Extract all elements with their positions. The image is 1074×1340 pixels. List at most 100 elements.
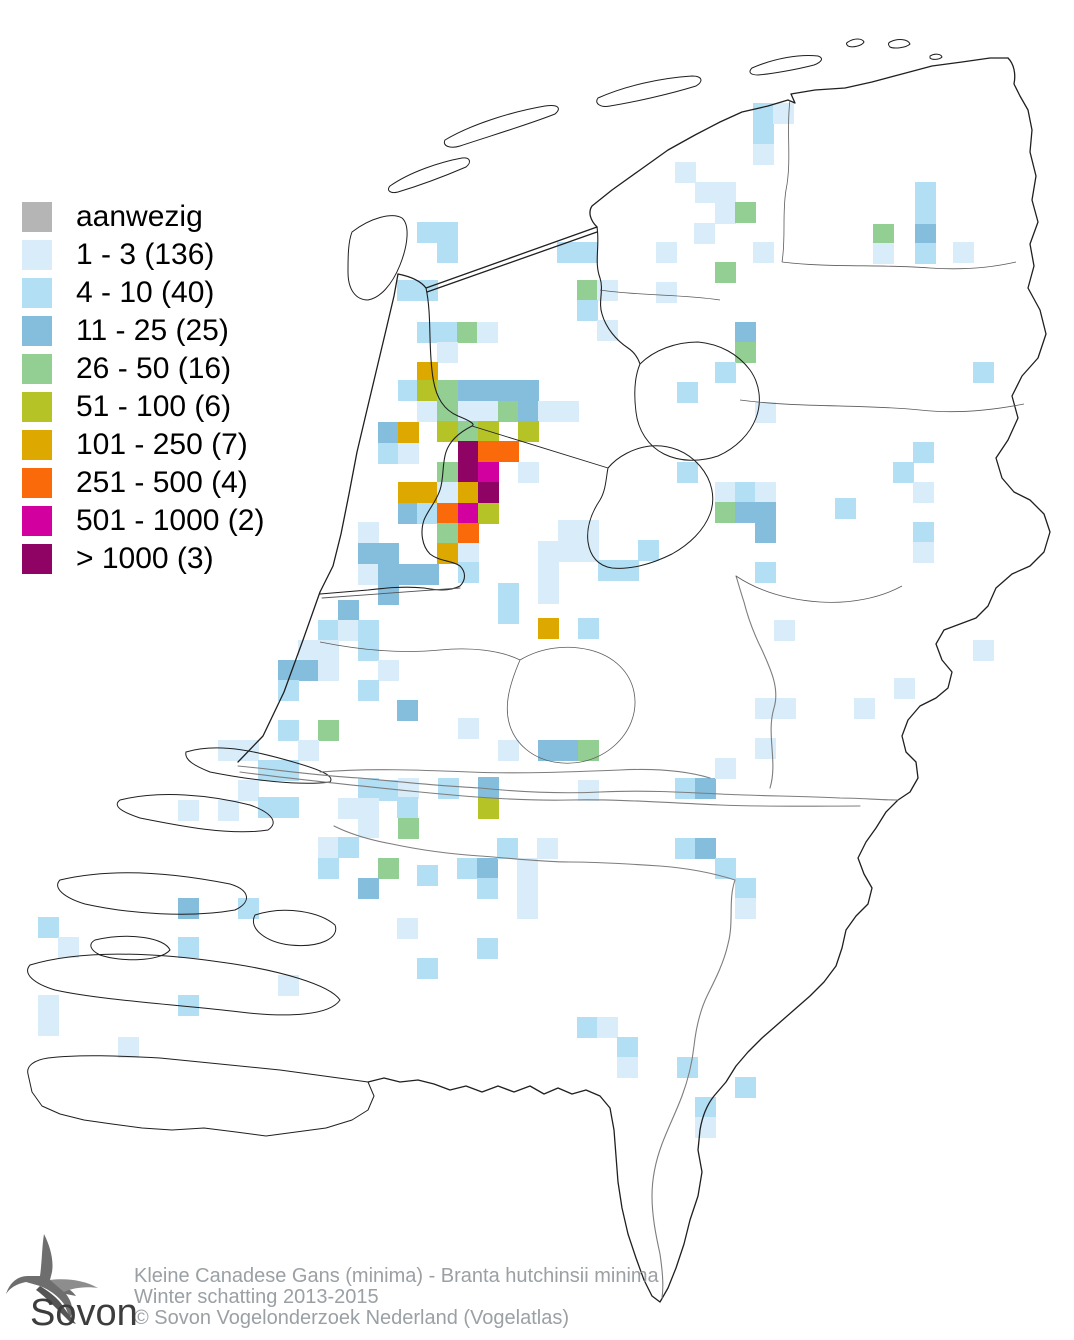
legend-label: 11 - 25 (25) (76, 314, 229, 347)
grid-cell (715, 502, 736, 523)
grid-cell (398, 778, 419, 799)
grid-cell (735, 322, 756, 343)
grid-cell (598, 560, 619, 581)
caption-species: Kleine Canadese Gans (minima) - Branta h… (134, 1265, 659, 1287)
grid-cell (318, 660, 339, 681)
grid-cell (437, 342, 458, 363)
grid-cell (398, 503, 419, 524)
grid-cell (398, 422, 419, 443)
legend-swatch-or (22, 468, 52, 498)
grid-cell (358, 564, 379, 585)
grid-cell (873, 224, 894, 245)
grid-cell (358, 543, 379, 564)
grid-cell (577, 1017, 598, 1038)
grid-cell (417, 280, 438, 301)
grid-cell (753, 103, 774, 124)
legend: aanwezig 1 - 3 (136) 4 - 10 (40) 11 - 25 (2… (22, 198, 264, 578)
grid-cell (715, 362, 736, 383)
grid-cell (755, 698, 776, 719)
grid-cell (677, 462, 698, 483)
grid-cell (238, 898, 259, 919)
grid-cell (417, 958, 438, 979)
grid-cell (597, 320, 618, 341)
grid-cell (973, 640, 994, 661)
grid-cell (694, 223, 715, 244)
grid-cell (318, 858, 339, 879)
grid-cell (498, 401, 519, 422)
grid-cell (773, 103, 794, 124)
swallow-icon (6, 1234, 98, 1324)
grid-cell (538, 618, 559, 639)
grid-cell (417, 401, 438, 422)
legend-item-c3: 11 - 25 (25) (22, 312, 264, 350)
legend-swatch-present (22, 202, 52, 232)
grid-cell (437, 421, 458, 442)
grid-cell (38, 995, 59, 1016)
grid-cell (458, 562, 479, 583)
grid-cell (298, 640, 319, 661)
legend-label: 4 - 10 (40) (76, 276, 215, 309)
grid-cell (735, 202, 756, 223)
grid-cell (178, 800, 199, 821)
grid-cell (913, 522, 934, 543)
legend-swatch-pu (22, 544, 52, 574)
grid-cell (417, 865, 438, 886)
grid-cell (695, 182, 716, 203)
legend-swatch-c2 (22, 278, 52, 308)
grid-cell (458, 421, 479, 442)
legend-label: 251 - 500 (4) (76, 466, 248, 499)
grid-cell (597, 280, 618, 301)
grid-cell (318, 620, 339, 641)
legend-swatch-yg (22, 392, 52, 422)
grid-cell (437, 462, 458, 483)
grid-cell (278, 660, 299, 681)
legend-swatch-c1 (22, 240, 52, 270)
grid-cell (378, 780, 399, 801)
grid-cell (478, 421, 499, 442)
grid-cell (915, 203, 936, 224)
grid-cell (458, 401, 479, 422)
legend-label: 51 - 100 (6) (76, 390, 232, 423)
grid-cell (755, 562, 776, 583)
grid-cell (498, 583, 519, 604)
grid-cell (735, 342, 756, 363)
grid-cell (378, 543, 399, 564)
grid-cell (458, 503, 479, 524)
grid-cell (835, 498, 856, 519)
grid-cell (437, 401, 458, 422)
grid-cell (398, 482, 419, 503)
grid-cell (518, 380, 539, 401)
grid-cell (478, 380, 499, 401)
grid-cell (617, 1037, 638, 1058)
grid-cell (458, 482, 479, 503)
grid-cell (478, 777, 499, 798)
grid-cell (715, 758, 736, 779)
grid-cell (753, 144, 774, 165)
sovon-logo-text: Sovon (30, 1292, 138, 1334)
grid-cell (278, 797, 299, 818)
grid-cell (498, 740, 519, 761)
grid-cell (378, 858, 399, 879)
grid-cell (398, 380, 419, 401)
grid-cell (753, 242, 774, 263)
grid-cell (915, 224, 936, 245)
grid-cell (438, 778, 459, 799)
grid-cell (677, 1057, 698, 1078)
grid-cell (735, 898, 756, 919)
grid-cell (617, 1057, 638, 1078)
grid-cell (358, 878, 379, 899)
grid-cell (618, 560, 639, 581)
grid-cell (258, 760, 279, 781)
grid-cell (498, 603, 519, 624)
grid-cell (38, 917, 59, 938)
grid-cell (437, 322, 458, 343)
grid-cell (735, 1077, 756, 1098)
grid-cell (695, 1117, 716, 1138)
legend-label: 101 - 250 (7) (76, 428, 248, 461)
grid-cell (518, 462, 539, 483)
grid-cell (755, 502, 776, 523)
grid-cell (735, 482, 756, 503)
grid-cell (417, 322, 438, 343)
grid-cell (915, 182, 936, 203)
grid-cell (677, 382, 698, 403)
